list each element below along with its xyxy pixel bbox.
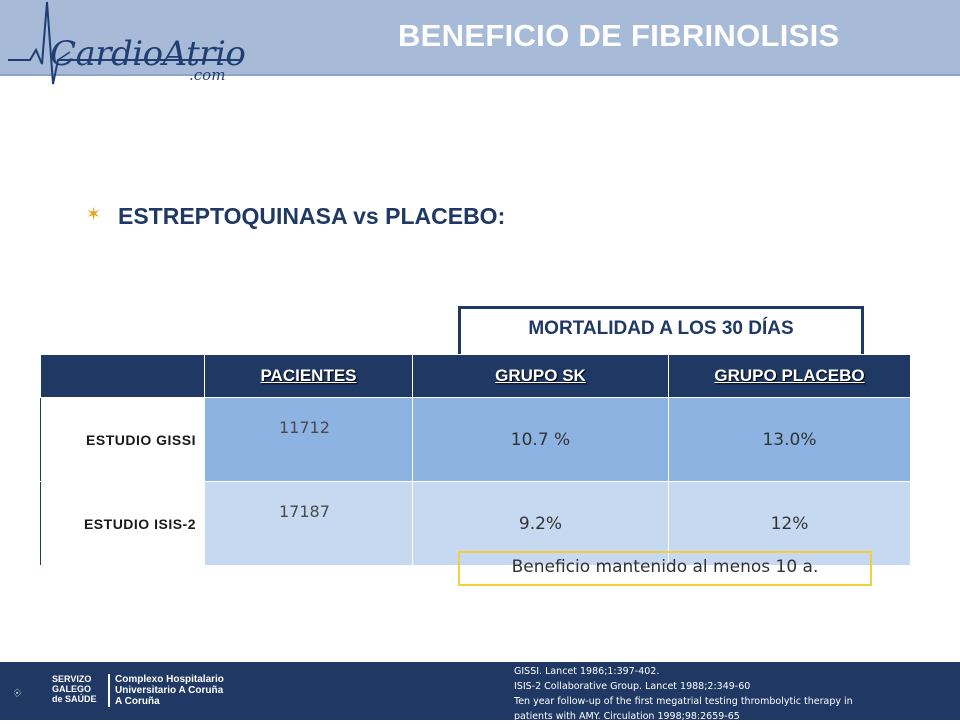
logo-suffix: .com [189,66,226,84]
sergas-name: SERVIZO GALEGO de SAÚDE [52,674,97,704]
benefit-note: Beneficio mantenido al menos 10 a. [511,557,819,577]
sergas-logo-icon [14,688,22,698]
star-bullet-icon: ✶ [86,204,102,225]
cell-patients: 17187 [204,481,413,566]
reference-line: ISIS-2 Collaborative Group. Lancet 1988;… [514,681,751,692]
hospital-line: A Coruña [115,696,160,707]
bullet-heading: ESTREPTOQUINASA vs PLACEBO: [118,203,506,229]
references: GISSI. Lancet 1986;1:397-402. ISIS-2 Col… [514,664,954,724]
table-header-sk: GRUPO SK [412,354,669,398]
reference-line: Ten year follow-up of the first megatria… [514,696,853,707]
table-header-patients: PACIENTES [204,354,413,398]
row-study-label: ESTUDIO GISSI [40,397,205,482]
hospital-name: Complexo Hospitalario Universitario A Co… [108,674,224,707]
sergas-line: SERVIZO [52,674,92,684]
hospital-line: Universitario A Coruña [115,685,224,696]
reference-line: patients with AMY. Circulation 1998;98:2… [514,711,740,722]
table-header-placebo: GRUPO PLACEBO [668,354,911,398]
cell-placebo: 13.0% [668,397,911,482]
hospital-line: Complexo Hospitalario [115,674,224,685]
cardioatrio-logo-icon [8,1,240,85]
reference-line: GISSI. Lancet 1986;1:397-402. [514,666,660,677]
results-table: PACIENTES GRUPO SK GRUPO PLACEBO ESTUDIO… [40,354,911,566]
sergas-line: de SAÚDE [52,694,97,704]
mortality-label: MORTALIDAD A LOS 30 DÍAS [528,318,794,339]
sergas-line: GALEGO [52,684,92,694]
benefit-note-box: Beneficio mantenido al menos 10 a. [458,551,872,586]
table-row: ESTUDIO GISSI 11712 10.7 % 13.0% [40,397,911,482]
logo-text: CardioAtrio [50,34,246,74]
header-bar [0,0,960,76]
row-study-label: ESTUDIO ISIS-2 [40,481,205,566]
table-header-row: PACIENTES GRUPO SK GRUPO PLACEBO [40,354,911,398]
table-row: ESTUDIO ISIS-2 17187 9.2% 12% [40,481,911,566]
cell-patients: 11712 [204,397,413,482]
cell-sk: 10.7 % [412,397,669,482]
header-divider [0,74,960,76]
footer-bar [0,662,960,720]
slide-title: BENEFICIO DE FIBRINOLISIS [398,18,840,53]
table-header-blank [40,354,205,398]
mortality-label-box: MORTALIDAD A LOS 30 DÍAS [458,306,864,355]
